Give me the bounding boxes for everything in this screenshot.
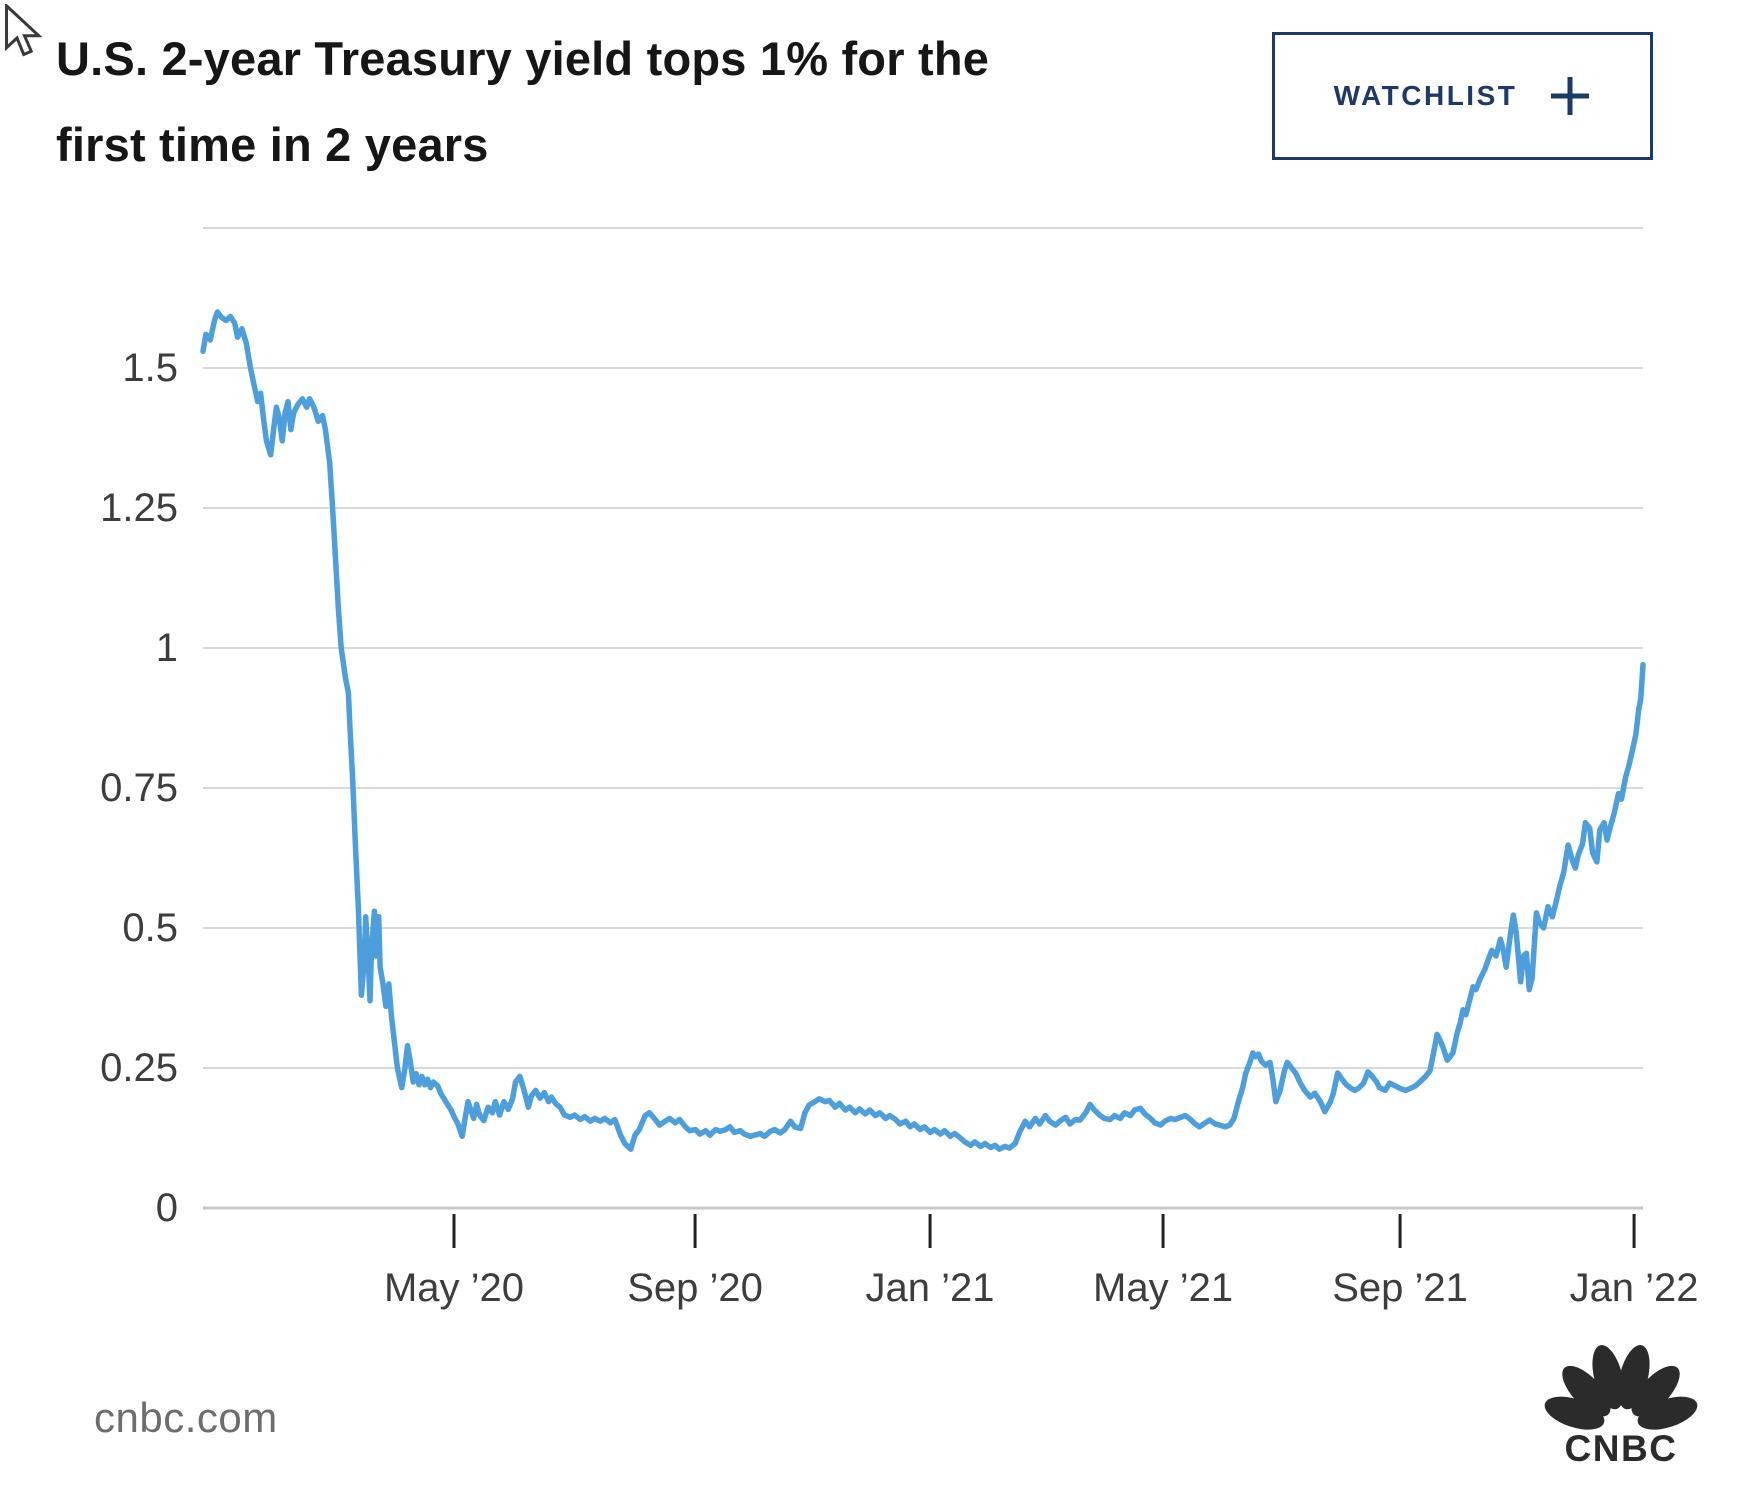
x-axis-label: May ’21 bbox=[1093, 1266, 1234, 1310]
y-axis-label: 0.5 bbox=[122, 906, 178, 950]
x-axis-label: May ’20 bbox=[383, 1266, 525, 1310]
peacock-icon bbox=[1544, 1345, 1698, 1430]
x-axis-label: Sep ’21 bbox=[1332, 1266, 1468, 1310]
y-axis-label: 1.25 bbox=[100, 486, 178, 530]
mouse-cursor-icon bbox=[5, 4, 43, 57]
y-axis-label: 1 bbox=[155, 626, 178, 670]
page-title: U.S. 2-year Treasury yield tops 1% for t… bbox=[56, 16, 1176, 188]
plus-icon bbox=[1551, 77, 1590, 115]
watchlist-button[interactable]: WATCHLIST bbox=[1272, 32, 1653, 160]
watchlist-label: WATCHLIST bbox=[1333, 80, 1518, 111]
cnbc-logo-text: CNBC bbox=[1564, 1428, 1678, 1469]
page-title-line2: first time in 2 years bbox=[56, 118, 489, 171]
cnbc-logo: CNBC bbox=[1516, 1338, 1726, 1470]
y-axis-label: 1.5 bbox=[122, 346, 178, 390]
y-axis-label: 0 bbox=[155, 1186, 178, 1230]
source-attribution: cnbc.com bbox=[94, 1394, 278, 1441]
x-axis-label: Sep ’20 bbox=[627, 1266, 763, 1310]
x-axis-label: Jan ’21 bbox=[865, 1266, 995, 1310]
y-axis-label: 0.75 bbox=[100, 766, 178, 810]
yield-line bbox=[200, 309, 1646, 1152]
x-axis-label: Jan ’22 bbox=[1569, 1266, 1699, 1310]
y-axis-label: 0.25 bbox=[100, 1046, 178, 1090]
page-title-line1: U.S. 2-year Treasury yield tops 1% for t… bbox=[56, 32, 990, 85]
